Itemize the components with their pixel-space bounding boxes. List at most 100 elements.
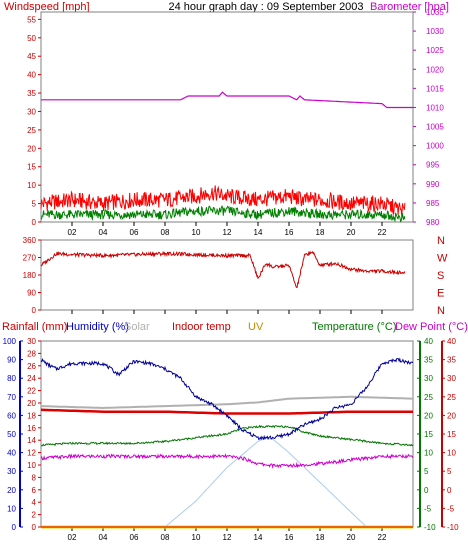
x-tick-label: 16 [285, 228, 294, 237]
x-tick-label: 18 [316, 228, 325, 237]
lower-panel-legend: Rainfall (mm) Humidity (%) Solar Indoor … [2, 321, 468, 333]
wind-direction-line [40, 250, 406, 288]
x-tick-label: 06 [130, 533, 139, 542]
x-tick-label: 12 [223, 228, 232, 237]
humidity-tick-label: 20 [7, 486, 16, 495]
solar-radiation-curve [164, 437, 367, 528]
y-left-tick-label: 90 [27, 289, 36, 298]
graph-date-title: 24 hour graph day : 09 September 2003 [168, 1, 363, 13]
legend-dew-point: Dew Point (°C) [395, 321, 468, 333]
x-tick-label: 02 [68, 533, 77, 542]
rainfall-tick-label: 22 [27, 387, 36, 396]
rainfall-tick-label: 8 [32, 473, 37, 482]
rainfall-tick-label: 6 [32, 486, 37, 495]
compass-label: E [437, 288, 444, 300]
dew-point-tick-label: 15 [447, 430, 456, 439]
x-tick-label: 14 [254, 533, 263, 542]
humidity-tick-label: 50 [7, 430, 16, 439]
temperature-tick-label: 5 [424, 467, 429, 476]
dew-point-tick-label: 35 [447, 356, 456, 365]
rainfall-tick-label: 18 [27, 411, 36, 420]
temperature-tick-label: 25 [424, 393, 433, 402]
x-tick-label: 08 [161, 533, 170, 542]
dew-point-tick-label: 5 [447, 467, 452, 476]
rainfall-tick-label: 10 [27, 461, 36, 470]
rainfall-tick-label: 16 [27, 424, 36, 433]
y-right-tick-label: 1025 [426, 46, 444, 55]
dew-point-tick-label: -5 [447, 504, 455, 513]
header: Windspeed [mph] 24 hour graph day : 09 S… [4, 1, 449, 13]
dew-point-tick-label: -10 [447, 523, 459, 532]
barometer-title: Barometer [hpa] [370, 1, 449, 13]
dew-point-tick-label: 10 [447, 449, 456, 458]
humidity-tick-label: 10 [7, 504, 16, 513]
temperature-line [40, 424, 414, 447]
y-right-tick-label: 985 [426, 199, 440, 208]
x-tick-label: 06 [130, 228, 139, 237]
rainfall-tick-label: 30 [27, 337, 36, 346]
x-tick-label: 12 [223, 533, 232, 542]
y-right-tick-label: 990 [426, 180, 440, 189]
temperature-tick-label: -5 [424, 504, 432, 513]
rainfall-tick-label: 28 [27, 349, 36, 358]
compass-label: N [437, 235, 445, 247]
rainfall-tick-label: 12 [27, 449, 36, 458]
temperature-humidity-panel: 0102030405060708090100024681012141618202… [3, 337, 459, 542]
humidity-tick-label: 40 [7, 449, 16, 458]
y-right-tick-label: 995 [426, 161, 440, 170]
y-right-tick-label: 980 [426, 218, 440, 227]
compass-label: W [437, 253, 448, 265]
x-tick-label: 16 [285, 533, 294, 542]
y-left-tick-label: 20 [27, 144, 36, 153]
dew-point-tick-label: 0 [447, 486, 452, 495]
humidity-tick-label: 0 [12, 523, 17, 532]
solar-line [41, 395, 414, 410]
wind-gust-line [40, 185, 406, 218]
x-tick-label: 02 [68, 228, 77, 237]
y-right-tick-label: 1000 [426, 142, 444, 151]
humidity-tick-label: 90 [7, 356, 16, 365]
x-tick-label: 22 [378, 533, 387, 542]
y-left-tick-label: 180 [23, 271, 37, 280]
x-tick-label: 20 [347, 533, 356, 542]
y-right-tick-label: 1005 [426, 123, 444, 132]
rainfall-tick-label: 2 [32, 511, 37, 520]
y-right-tick-label: 1015 [426, 84, 444, 93]
wind-average-line [40, 204, 406, 223]
x-tick-label: 18 [316, 533, 325, 542]
dew-point-line [40, 453, 414, 469]
y-right-tick-label: 1020 [426, 65, 444, 74]
temperature-tick-label: 15 [424, 430, 433, 439]
rainfall-tick-label: 4 [32, 498, 37, 507]
temperature-tick-label: 40 [424, 337, 433, 346]
temperature-tick-label: 35 [424, 356, 433, 365]
y-left-tick-label: 45 [27, 52, 36, 61]
y-left-tick-label: 5 [32, 200, 37, 209]
temperature-tick-label: 0 [424, 486, 429, 495]
temperature-tick-label: 30 [424, 374, 433, 383]
x-tick-label: 20 [347, 228, 356, 237]
rainfall-tick-label: 14 [27, 436, 36, 445]
windspeed-title: Windspeed [mph] [4, 1, 90, 13]
x-tick-label: 14 [254, 228, 263, 237]
humidity-tick-label: 30 [7, 467, 16, 476]
x-tick-label: 10 [192, 228, 201, 237]
rainfall-tick-label: 20 [27, 399, 36, 408]
dew-point-tick-label: 20 [447, 411, 456, 420]
x-tick-label: 10 [192, 533, 201, 542]
rainfall-tick-label: 0 [32, 523, 37, 532]
humidity-line [40, 357, 414, 441]
humidity-tick-label: 100 [3, 337, 17, 346]
barometer-line [41, 91, 413, 109]
y-right-tick-label: 1030 [426, 27, 444, 36]
y-left-tick-label: 25 [27, 126, 36, 135]
rainfall-tick-label: 24 [27, 374, 36, 383]
dew-point-tick-label: 30 [447, 374, 456, 383]
humidity-tick-label: 80 [7, 374, 16, 383]
x-tick-label: 08 [161, 228, 170, 237]
temperature-tick-label: -10 [424, 523, 436, 532]
temperature-tick-label: 20 [424, 411, 433, 420]
y-left-tick-label: 270 [23, 254, 37, 263]
